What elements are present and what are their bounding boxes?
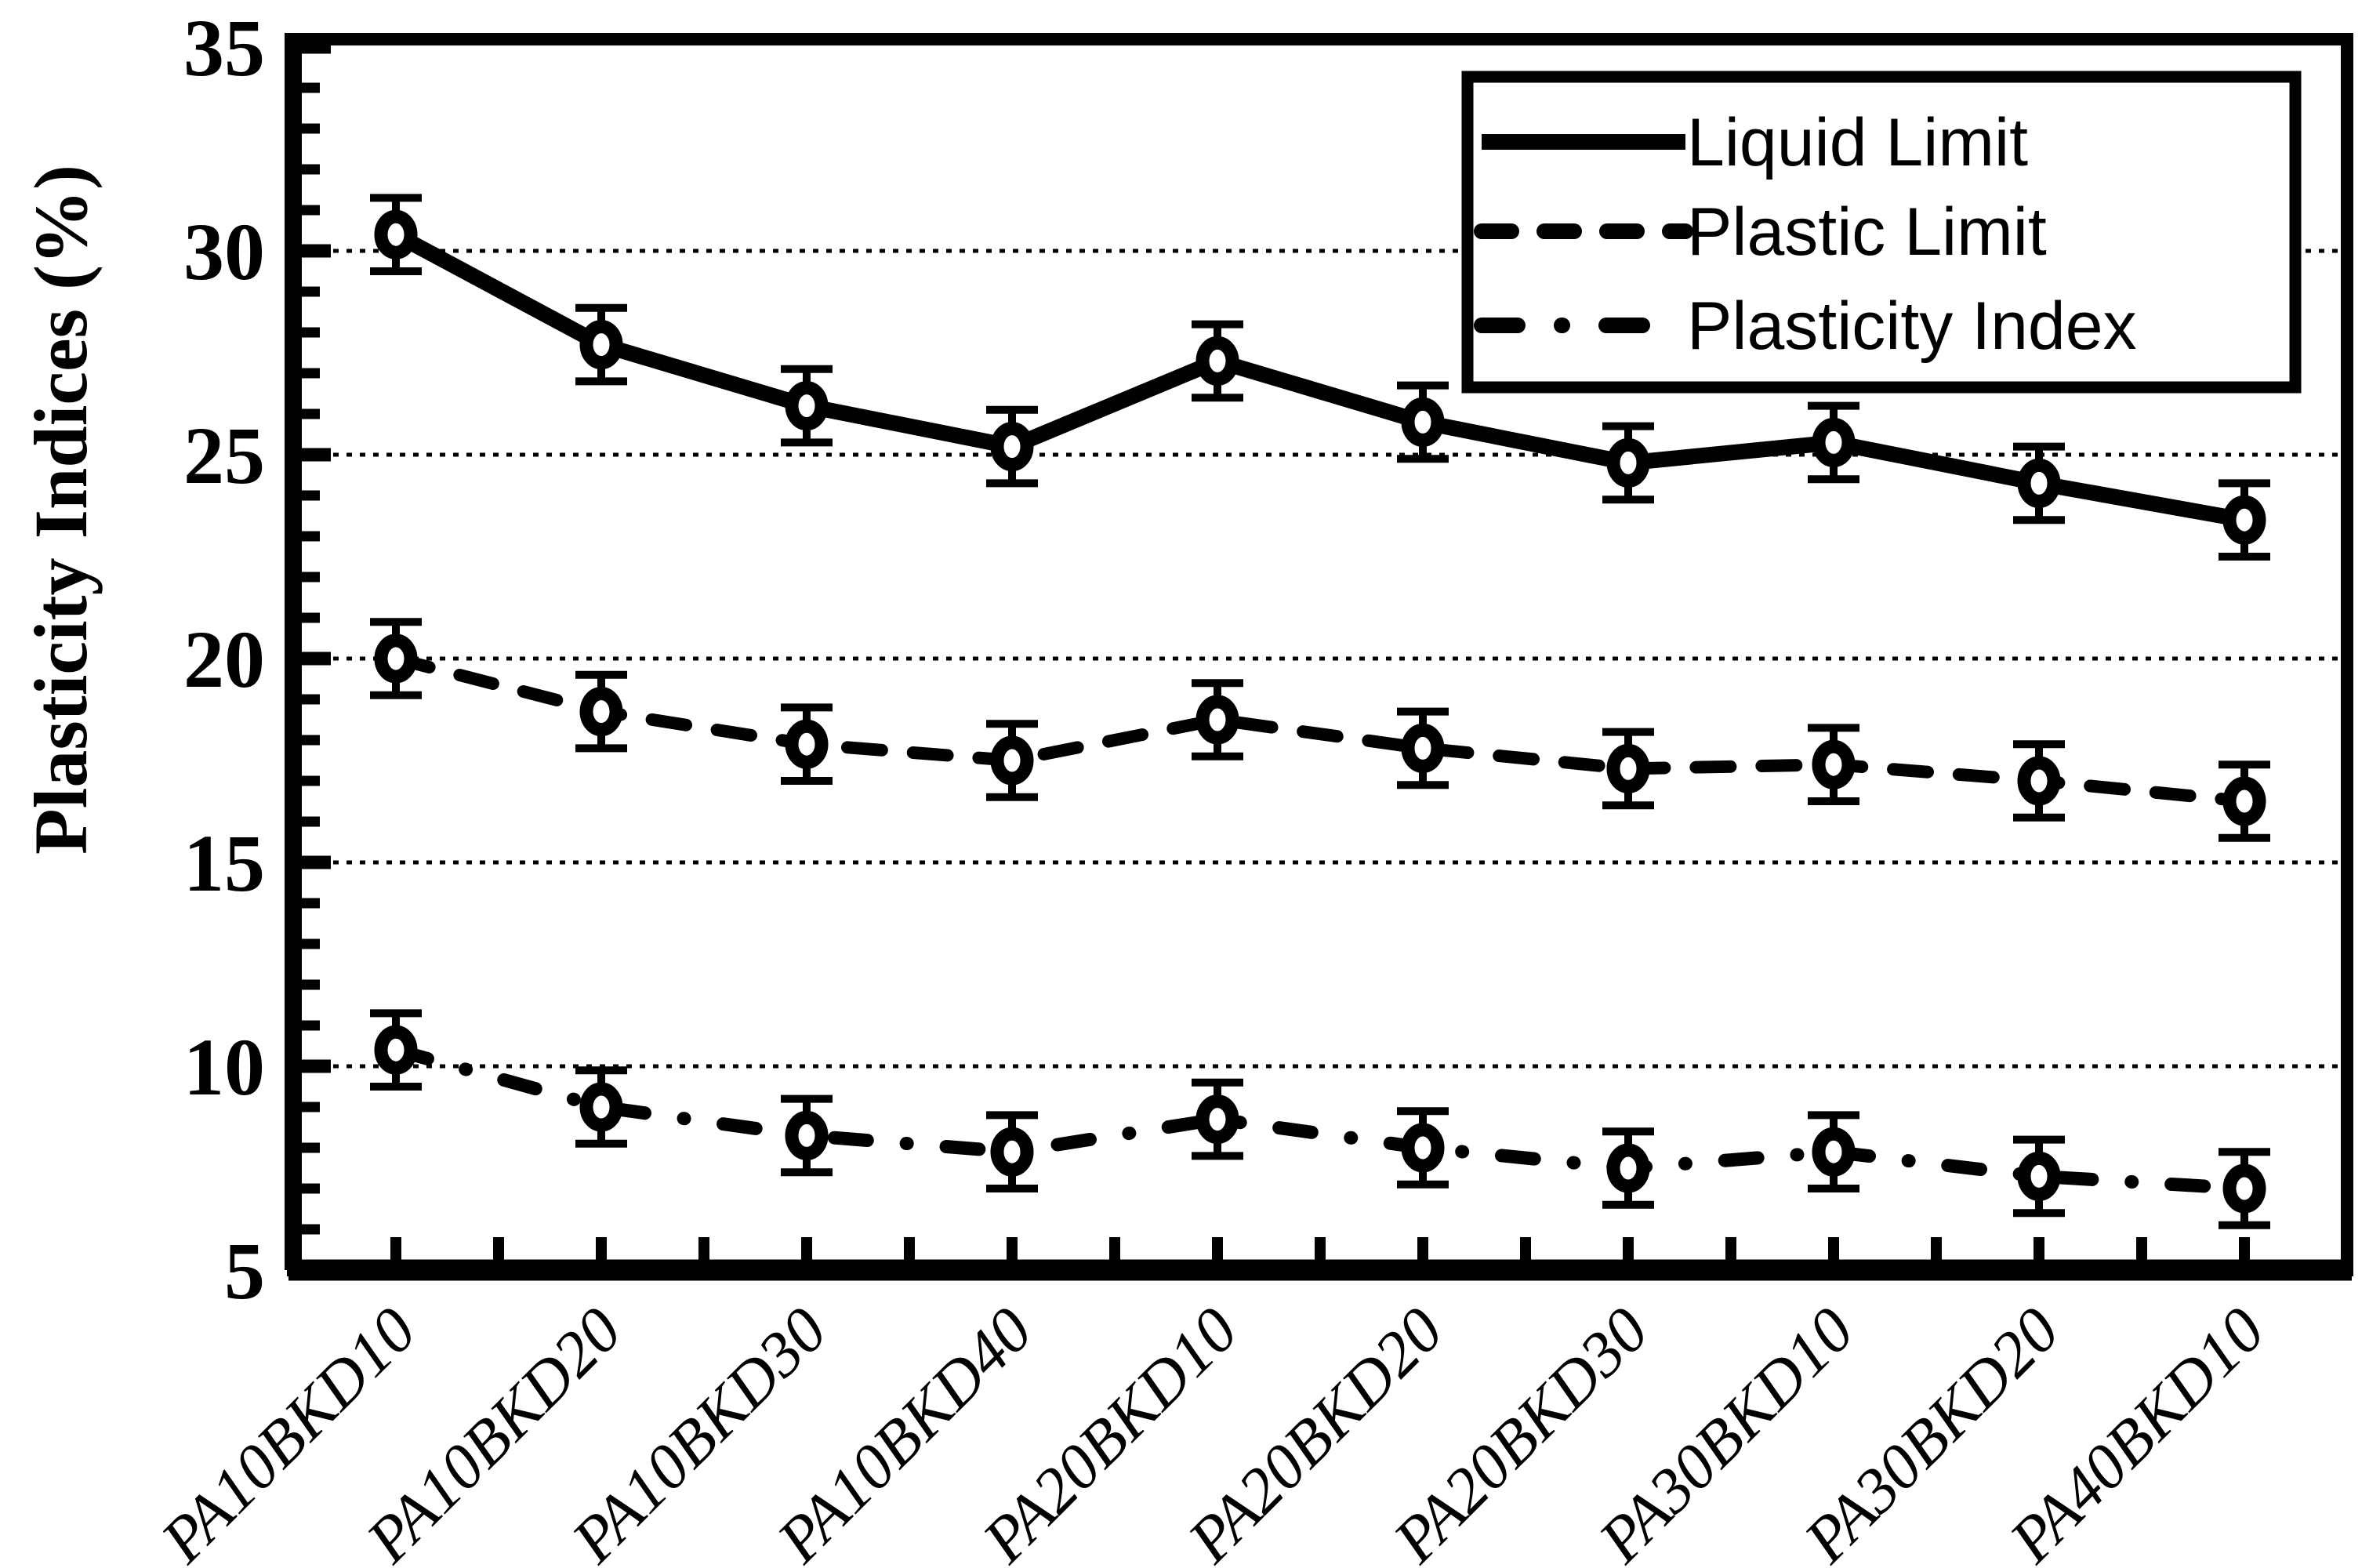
data-point-marker <box>1812 417 1856 467</box>
data-point-marker <box>785 1110 829 1160</box>
legend: Liquid Limit Plastic Limit Plasticity Inde… <box>1461 71 2302 394</box>
data-point-marker <box>990 735 1034 786</box>
data-point-marker <box>1812 739 1856 789</box>
data-point-marker <box>1195 1094 1239 1145</box>
data-point-marker <box>1606 1143 1650 1193</box>
y-tick-label: 35 <box>183 3 265 93</box>
data-point-marker <box>990 422 1034 472</box>
legend-label: Plasticity Index <box>1687 289 2137 364</box>
data-point-marker <box>1195 336 1239 386</box>
data-point-marker <box>579 320 623 370</box>
data-point-marker <box>1195 695 1239 745</box>
data-point-marker <box>2017 756 2061 806</box>
series-line-dashed <box>390 652 2251 808</box>
data-point-marker <box>579 687 623 737</box>
data-point-marker <box>1401 1123 1445 1173</box>
data-point-marker <box>2017 1151 2061 1201</box>
data-point-marker <box>374 209 418 260</box>
y-tick-label: 20 <box>183 615 265 705</box>
data-point-marker <box>374 1025 418 1075</box>
series-line-solid <box>392 227 2246 528</box>
data-point-marker <box>2017 458 2061 508</box>
series-liquid-limit <box>370 194 2270 561</box>
data-point-marker <box>1812 1127 1856 1177</box>
data-point-marker <box>1606 437 1650 488</box>
data-point-marker <box>2222 495 2266 545</box>
data-point-marker <box>579 1082 623 1132</box>
series-plasticity-index <box>370 1009 2270 1229</box>
y-tick-label: 10 <box>183 1022 265 1112</box>
y-tick-label: 5 <box>224 1226 265 1316</box>
data-point-marker <box>2222 776 2266 826</box>
data-point-marker <box>990 1127 1034 1177</box>
y-tick-label: 25 <box>183 411 265 501</box>
data-point-marker <box>1401 723 1445 773</box>
y-axis-title: Plasticity Indices (%) <box>19 165 103 855</box>
data-point-marker <box>1401 397 1445 447</box>
data-point-marker <box>785 381 829 431</box>
y-tick-label: 15 <box>183 818 265 909</box>
series-plastic-limit <box>370 618 2270 842</box>
data-point-marker <box>785 719 829 769</box>
legend-label: Liquid Limit <box>1687 105 2028 180</box>
y-tick-label: 30 <box>183 207 265 297</box>
data-point-marker <box>1606 743 1650 793</box>
legend-label: Plastic Limit <box>1687 194 2047 270</box>
data-point-marker <box>2222 1163 2266 1214</box>
data-point-marker <box>374 633 418 684</box>
